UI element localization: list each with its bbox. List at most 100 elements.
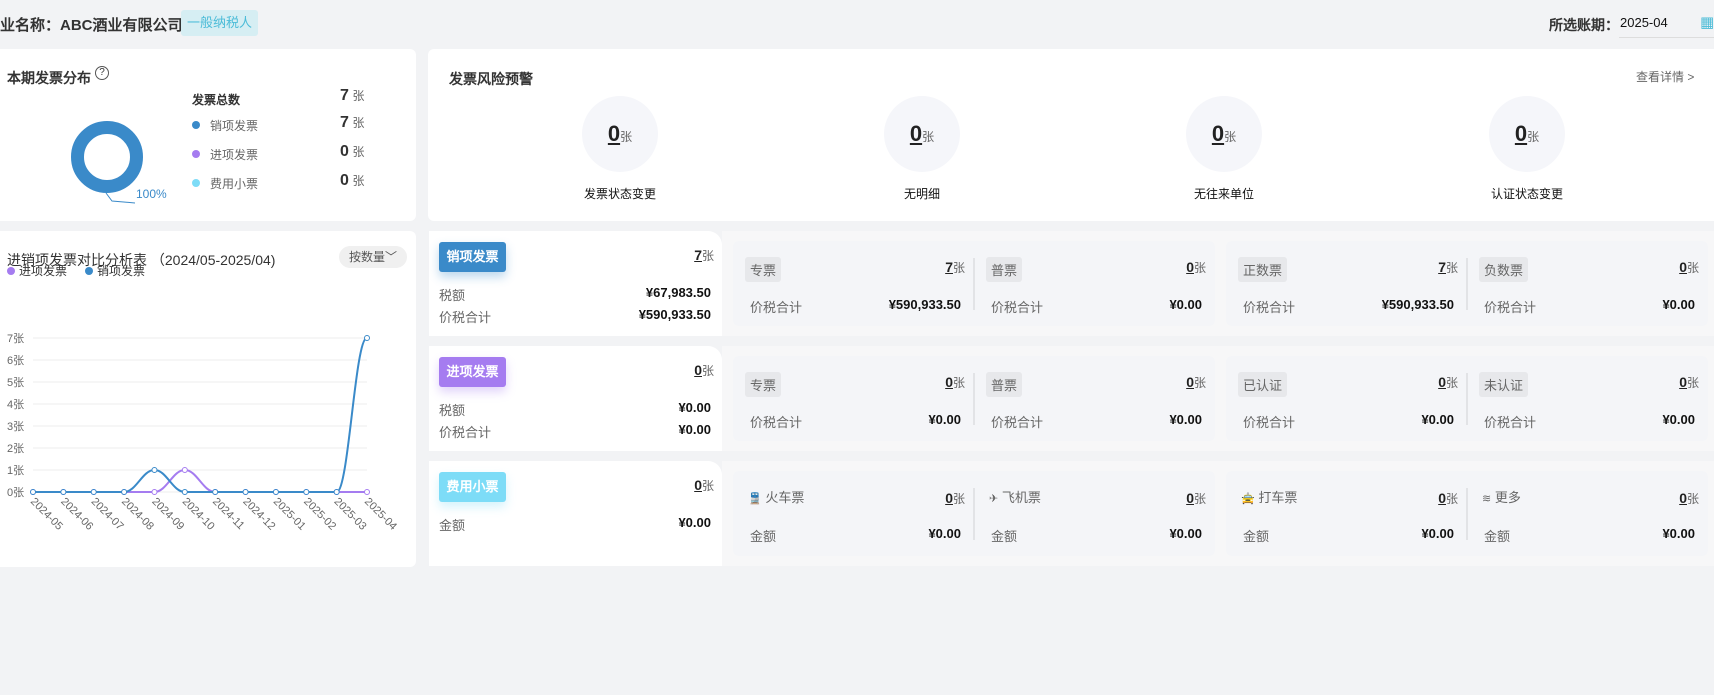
x-tick-label: 2024-10 bbox=[180, 496, 217, 533]
row-badge[interactable]: 进项发票 bbox=[439, 357, 506, 387]
distribution-title: 本期发票分布 bbox=[7, 70, 91, 86]
data-point[interactable] bbox=[364, 335, 370, 341]
data-point[interactable] bbox=[151, 467, 158, 473]
cell-count[interactable]: 0 bbox=[1679, 374, 1687, 390]
legend-dot bbox=[192, 121, 200, 129]
risk-count[interactable]: 0 bbox=[909, 121, 923, 146]
cell-count[interactable]: 0 bbox=[945, 490, 953, 506]
data-point[interactable] bbox=[333, 489, 340, 495]
row-count[interactable]: 0 bbox=[694, 477, 702, 493]
cell-label: 价税合计 bbox=[1484, 415, 1537, 430]
detail-box: 🚖 打车票 0张 金额 ¥0.00 ≋ 更多 0张 金额 ¥0.00 bbox=[1226, 471, 1708, 556]
cell-label: 价税合计 bbox=[991, 415, 1044, 430]
comparison-chart-card: 进销项发票对比分析表 （2024/05-2025/04) 按数量﹀ 0张 1张 2张… bbox=[0, 231, 416, 567]
row-count[interactable]: 0 bbox=[694, 362, 702, 378]
unit: 张 bbox=[701, 249, 714, 263]
cell-value: ¥590,933.50 bbox=[888, 297, 961, 312]
legend-label[interactable]: 进项发票 bbox=[19, 263, 67, 278]
row-badge[interactable]: 销项发票 bbox=[439, 242, 506, 272]
row-line-value: ¥0.00 bbox=[678, 422, 711, 437]
data-point[interactable] bbox=[181, 489, 188, 495]
detail-box: 🚆 火车票 0张 金额 ¥0.00 ✈ 飞机票 0张 金额 ¥0.00 bbox=[733, 471, 1215, 556]
x-tick-label: 2024-05 bbox=[28, 496, 65, 533]
cell-count[interactable]: 0 bbox=[1679, 259, 1687, 275]
cell-tag: 负数票 bbox=[1479, 257, 1529, 282]
risk-count-circle: 0张 bbox=[582, 96, 658, 172]
chart-title: 进销项发票对比分析表 （2024/05-2025/04) bbox=[7, 252, 276, 268]
cell-count[interactable]: 0 bbox=[1186, 259, 1194, 275]
y-tick-label: 3张 bbox=[7, 420, 24, 433]
period-label: 所选账期： bbox=[1549, 17, 1619, 33]
detail-box: 正数票 7张 价税合计 ¥590,933.50 负数票 0张 价税合计 ¥0.00 bbox=[1226, 241, 1708, 326]
legend-dot bbox=[192, 179, 200, 187]
row-count[interactable]: 7 bbox=[694, 247, 702, 263]
risk-count[interactable]: 0 bbox=[1211, 121, 1225, 146]
unit: 张 bbox=[952, 492, 965, 506]
cell-count[interactable]: 0 bbox=[1186, 374, 1194, 390]
cell-count[interactable]: 0 bbox=[1438, 490, 1446, 506]
unit: 张 bbox=[1193, 376, 1206, 390]
risk-warning-card: 发票风险预警 查看详情 > 0张 发票状态变更 0张 无明细 0张 无往来单位 … bbox=[428, 49, 1714, 221]
unit: 张 bbox=[352, 89, 365, 103]
cell-value: ¥0.00 bbox=[1169, 412, 1202, 427]
unit: 张 bbox=[701, 479, 714, 493]
cell-label: 金额 bbox=[1243, 529, 1270, 544]
data-point[interactable] bbox=[121, 489, 128, 495]
data-point[interactable] bbox=[364, 489, 370, 495]
view-details-link[interactable]: 查看详情 > bbox=[1636, 70, 1695, 84]
x-tick-label: 2025-03 bbox=[332, 496, 369, 533]
data-point[interactable] bbox=[181, 467, 188, 473]
row-summary: 进项发票 0张 税额 ¥0.00 价税合计 ¥0.00 bbox=[429, 346, 722, 451]
row-badge[interactable]: 费用小票 bbox=[439, 472, 506, 502]
cell-count[interactable]: 7 bbox=[1438, 259, 1446, 275]
risk-label: 发票状态变更 bbox=[583, 187, 656, 201]
y-tick-label: 5张 bbox=[7, 376, 24, 389]
x-tick-label: 2024-11 bbox=[210, 496, 246, 532]
divider bbox=[1466, 373, 1468, 425]
data-point[interactable] bbox=[30, 489, 36, 495]
cell-count[interactable]: 0 bbox=[1438, 374, 1446, 390]
legend-label: 进项发票 bbox=[210, 148, 259, 162]
cell-count[interactable]: 0 bbox=[945, 374, 953, 390]
donut-percent-label: 100% bbox=[136, 187, 167, 201]
data-point[interactable] bbox=[151, 489, 158, 495]
cell-count[interactable]: 0 bbox=[1679, 490, 1687, 506]
risk-count[interactable]: 0 bbox=[607, 121, 621, 146]
legend-label[interactable]: 销项发票 bbox=[97, 263, 145, 278]
risk-count-circle: 0张 bbox=[1186, 96, 1262, 172]
period-picker[interactable]: 2025-04 ▦ bbox=[1619, 8, 1714, 38]
y-tick-label: 4张 bbox=[7, 398, 24, 411]
cell-label: 价税合计 bbox=[1243, 415, 1296, 430]
calendar-icon[interactable]: ▦ bbox=[1700, 14, 1714, 31]
risk-label: 无往来单位 bbox=[1193, 187, 1254, 201]
x-tick-label: 2024-07 bbox=[89, 496, 126, 533]
cell-title-text: 飞机票 bbox=[1001, 490, 1041, 505]
series-line bbox=[33, 468, 367, 493]
cell-tag: 正数票 bbox=[1238, 257, 1288, 282]
x-tick-label: 2025-01 bbox=[271, 496, 308, 533]
mode-select[interactable]: 按数量﹀ bbox=[339, 246, 407, 268]
data-point[interactable] bbox=[242, 489, 249, 495]
data-point[interactable] bbox=[60, 489, 67, 495]
risk-count[interactable]: 0 bbox=[1514, 121, 1528, 146]
divider bbox=[973, 488, 975, 540]
cell-count[interactable]: 0 bbox=[1186, 490, 1194, 506]
data-point[interactable] bbox=[212, 489, 219, 495]
cell-label: 价税合计 bbox=[991, 300, 1044, 315]
help-icon[interactable]: ? bbox=[95, 66, 109, 80]
cell-tag: 普票 bbox=[986, 257, 1023, 282]
cell-title-text: 更多 bbox=[1494, 490, 1521, 505]
data-point[interactable] bbox=[303, 489, 310, 495]
x-tick-label: 2025-02 bbox=[301, 496, 338, 533]
cell-count[interactable]: 7 bbox=[945, 259, 953, 275]
unit: 张 bbox=[352, 174, 365, 188]
taxpayer-badge: 一般纳税人 bbox=[181, 10, 259, 36]
data-point[interactable] bbox=[90, 489, 97, 495]
cell-value: ¥0.00 bbox=[1169, 526, 1202, 541]
cell-value: ¥0.00 bbox=[1662, 412, 1695, 427]
data-point[interactable] bbox=[272, 489, 279, 495]
legend-dot bbox=[192, 150, 200, 158]
y-tick-label: 1张 bbox=[7, 464, 24, 477]
risk-label: 无明细 bbox=[903, 187, 940, 201]
train-icon: 🚆 bbox=[748, 493, 762, 505]
